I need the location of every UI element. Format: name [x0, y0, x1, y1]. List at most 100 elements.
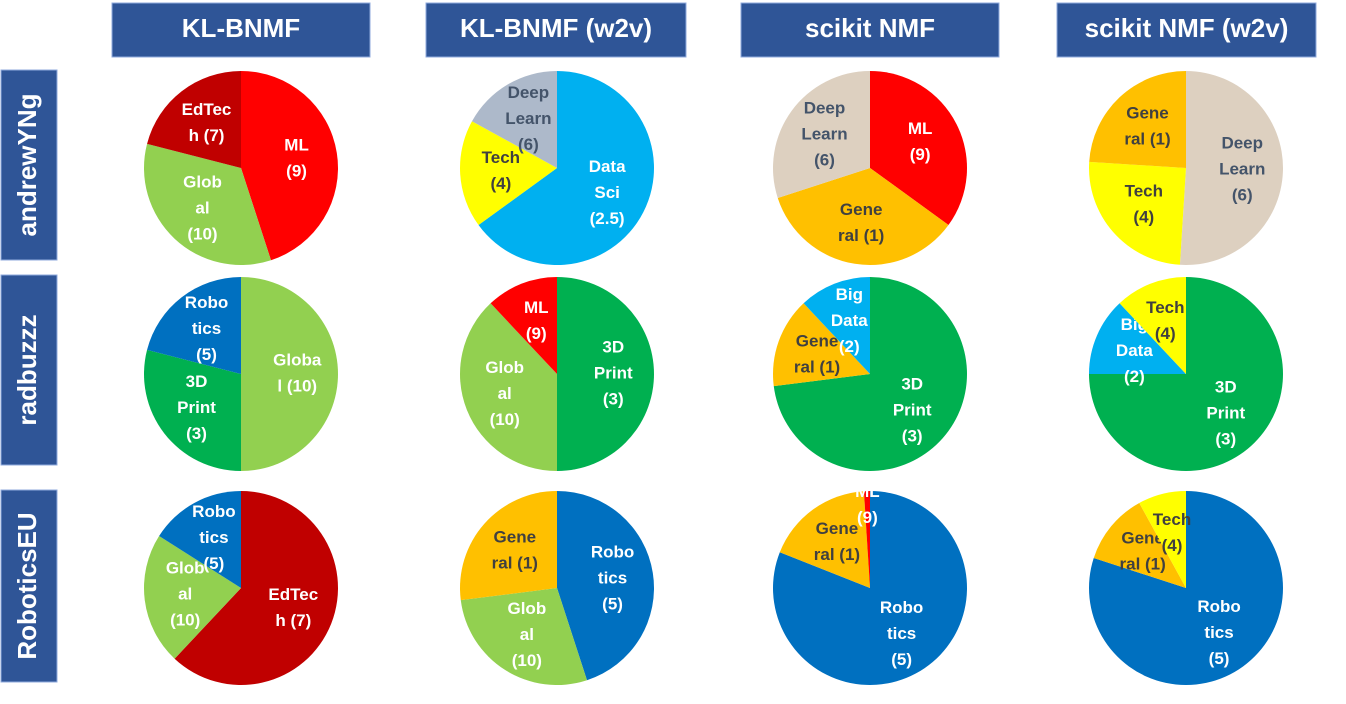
row-header: andrewYNg [12, 93, 42, 236]
pie-slice [1089, 303, 1186, 374]
slice-label: EdTec [268, 585, 318, 604]
slice-label: Deep [508, 83, 550, 102]
pie-slice [557, 491, 655, 681]
slice-label: (6) [814, 150, 835, 169]
slice-label: ral (1) [492, 553, 538, 572]
slice-label: Learn [801, 124, 847, 143]
slice-label: (9) [526, 324, 547, 343]
slice-label: ral (1) [814, 545, 860, 564]
row-header-box [0, 489, 58, 683]
pie-slice [460, 588, 587, 685]
slice-label: ML [284, 136, 309, 155]
slice-label: 3D [1215, 377, 1237, 396]
slice-label: Glob [166, 559, 205, 578]
slice-label: (5) [891, 650, 912, 669]
column-header: KL-BNMF (w2v) [460, 13, 652, 43]
slice-label: tics [192, 319, 221, 338]
slice-label: ML [524, 298, 549, 317]
pie-slice [144, 143, 271, 265]
slice-label: (3) [186, 424, 207, 443]
slice-label: (10) [512, 651, 542, 670]
slice-label: (6) [518, 135, 539, 154]
slice-label: ral (1) [794, 357, 840, 376]
pie-slice [779, 491, 870, 588]
slice-label: Gene [840, 200, 883, 219]
pie-slice [144, 349, 241, 471]
pie-slice [772, 71, 870, 198]
slice-label: al [178, 585, 192, 604]
slice-label: h (7) [275, 611, 311, 630]
row-header-box [0, 274, 58, 466]
slice-label: tics [1204, 623, 1233, 642]
pie-slice [159, 490, 241, 588]
column-header-box [111, 2, 371, 58]
slice-label: Print [893, 401, 932, 420]
slice-label: Deep [1221, 133, 1263, 152]
slice-label: Robo [185, 293, 228, 312]
slice-label: (10) [187, 224, 217, 243]
column-header: KL-BNMF [182, 13, 300, 43]
pie-slice [1119, 277, 1186, 374]
slice-label: al [498, 384, 512, 403]
pie-slice [777, 168, 949, 266]
slice-label: Gene [1121, 529, 1164, 548]
slice-label: (4) [1133, 208, 1154, 227]
pie-slice [1089, 491, 1284, 685]
slice-label: (9) [910, 145, 931, 164]
slice-label: Data [831, 311, 868, 330]
slice-label: (9) [286, 162, 307, 181]
slice-label: Robo [591, 543, 634, 562]
pie-slice [1093, 502, 1186, 588]
slice-label: Globa [273, 350, 322, 369]
pie-slice [1089, 161, 1186, 265]
slice-label: ML [855, 482, 880, 501]
slice-label: (10) [490, 410, 520, 429]
row-header: radbuzzz [12, 314, 42, 425]
pie-slice [773, 491, 968, 685]
slice-label: (2.5) [590, 209, 625, 228]
slice-label: EdTec [182, 100, 232, 119]
slice-label: Tech [1153, 510, 1191, 529]
pie-slice [144, 536, 241, 659]
slice-label: Print [177, 398, 216, 417]
slice-label: (3) [1215, 429, 1236, 448]
slice-label: (10) [170, 611, 200, 630]
pie-slice [460, 121, 557, 226]
slice-label: al [195, 198, 209, 217]
pie-slice [147, 71, 241, 168]
column-header-box [740, 2, 1000, 58]
slice-label: ML [908, 119, 933, 138]
slice-label: Robo [1197, 597, 1240, 616]
column-header: scikit NMF [805, 13, 935, 43]
slice-label: Gene [796, 331, 839, 350]
slice-label: (4) [490, 174, 511, 193]
slice-label: tics [887, 624, 916, 643]
slice-label: tics [598, 569, 627, 588]
column-header-box [425, 2, 687, 58]
slice-label: h (7) [189, 126, 225, 145]
pie-slice [557, 277, 654, 471]
slice-label: (5) [196, 345, 217, 364]
column-header: scikit NMF (w2v) [1085, 13, 1289, 43]
slice-label: 3D [602, 337, 624, 356]
slice-label: (4) [1155, 324, 1176, 343]
slice-label: Learn [505, 109, 551, 128]
slice-label: Tech [1125, 182, 1163, 201]
slice-label: Gene [816, 519, 859, 538]
slice-label: Tech [482, 148, 520, 167]
slice-label: Deep [804, 98, 846, 117]
pie-slice [471, 71, 557, 168]
pie-slice [803, 277, 870, 374]
slice-label: (3) [902, 427, 923, 446]
row-header-box [0, 69, 58, 261]
pie-slice [1089, 71, 1186, 168]
slice-label: tics [199, 528, 228, 547]
slice-label: Print [1206, 403, 1245, 422]
slice-label: Print [594, 363, 633, 382]
slice-label: (9) [857, 508, 878, 527]
pie-slice [1139, 491, 1186, 588]
slice-label: Big [836, 285, 863, 304]
column-header-box [1056, 2, 1317, 58]
slice-label: Tech [1146, 298, 1184, 317]
